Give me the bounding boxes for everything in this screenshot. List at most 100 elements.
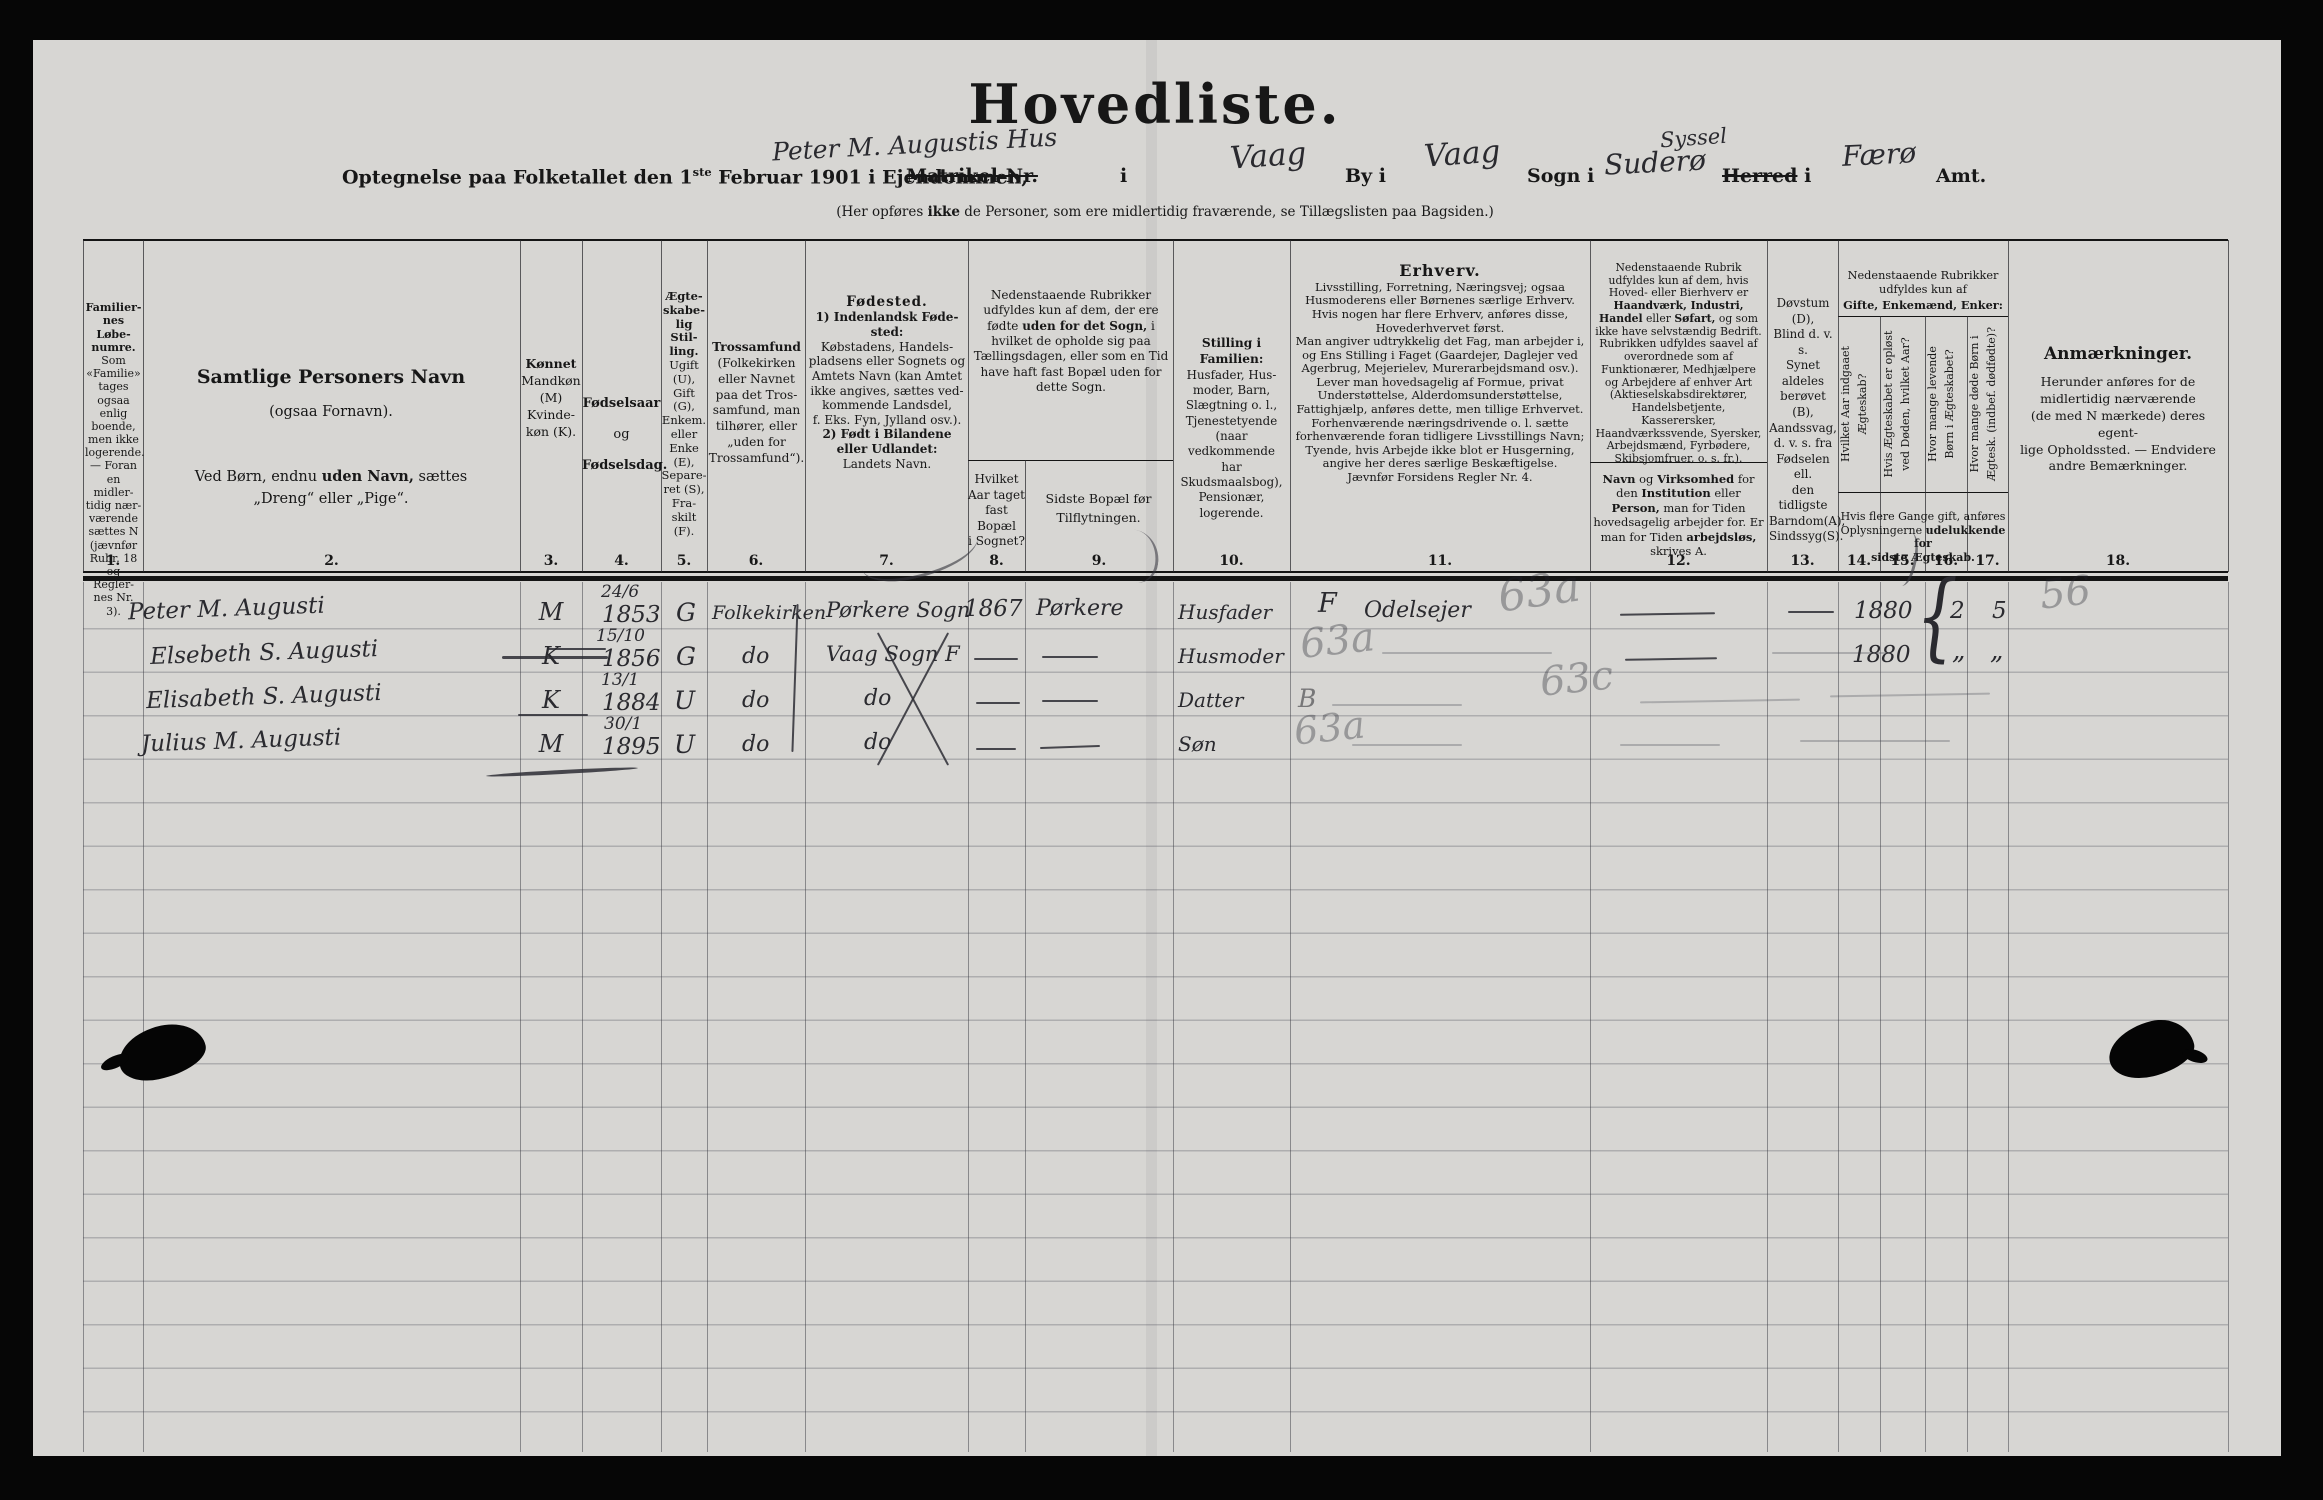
column-header-2-note: Ved Børn, endnu uden Navn, sættes „Dreng… xyxy=(150,444,512,510)
col6-head: Trossamfund xyxy=(712,340,801,354)
column-border xyxy=(661,582,662,1452)
col12-bot-8: man for Tiden hovedsagelig arbejder for.… xyxy=(1593,500,1764,544)
col1-body: Som «Familie» tages ogsaa enlig boende, … xyxy=(85,353,145,618)
col12-top-2: eller xyxy=(1642,311,1675,325)
column-header-15: Hvis Ægteskabet er opløst ved Døden, hvi… xyxy=(1882,330,1912,478)
header-note: (Her opføres ikke de Personer, som ere m… xyxy=(750,204,1580,220)
row-2-birthday: 15/10 xyxy=(596,626,645,646)
row-3-dash-col8 xyxy=(976,702,1020,704)
column-border xyxy=(83,582,84,1452)
subtitle-text-2: Februar 1901 i Ejendommen, xyxy=(711,166,1029,189)
column-header-11: Erhverv. Livsstilling, Forretning, Nærin… xyxy=(1294,261,1586,484)
group89-divider xyxy=(968,460,1173,461)
row-2-children-living: „ xyxy=(1952,636,1966,666)
row-1-sex: M xyxy=(538,598,564,626)
col12-bot-6: eller xyxy=(1710,486,1741,501)
col2-note-2: sættes „Dreng“ eller „Pige“. xyxy=(253,468,468,507)
row-2-pencil-dash-a xyxy=(1382,652,1552,654)
fold-line xyxy=(1146,40,1157,1456)
column-header-9: Sidste Bopæl før Tilflytningen. xyxy=(1045,491,1152,525)
col-number-13: 13. xyxy=(1790,553,1815,569)
column-border xyxy=(1590,240,1591,572)
col12-top-bold2: Søfart, xyxy=(1674,311,1716,325)
note1417-bold: udelukkende for sidste Ægteskab. xyxy=(1871,523,2006,565)
row-4-pencil-dash-a xyxy=(1352,744,1462,746)
column-border xyxy=(661,240,662,572)
col12-top-1: Nedenstaaende Rubrik udfyldes kun af dem… xyxy=(1608,261,1749,300)
row-4-marital: U xyxy=(674,730,696,759)
row-1-children-living: 2 xyxy=(1950,598,1965,624)
col-number-2: 2. xyxy=(324,553,339,569)
column-border xyxy=(1925,316,1926,572)
column-border xyxy=(83,240,84,572)
column-header-16: Hvor mange levende Børn i Ægteskabet? xyxy=(1926,346,1956,462)
col10-head: Stilling i Familien: xyxy=(1199,336,1264,366)
subtitle-herred-i: Herred i xyxy=(1722,165,1811,187)
note-2: de Personer, som ere midlertidig fravære… xyxy=(960,204,1494,220)
column-header-8-9-group: Nedenstaaende Rubrikker udfyldes kun af … xyxy=(972,288,1170,396)
row-2-family-position: Husmoder xyxy=(1178,644,1284,668)
column-header-13: Døvstum (D), Blind d. v. s. Synet aldele… xyxy=(1769,296,1846,544)
marriage-brace: { xyxy=(1916,560,1958,673)
row-3-birthplace: do xyxy=(864,686,892,711)
row-1-settled-year: 1867 xyxy=(964,596,1023,622)
row-1-occupation-initial: F xyxy=(1318,588,1337,619)
row-3-sex: K xyxy=(542,686,560,714)
row-1-dash-col13 xyxy=(1788,611,1834,613)
column-header-6: Trossamfund (Folkekirken eller Navnet pa… xyxy=(708,340,805,467)
col-number-9: 9. xyxy=(1091,553,1107,569)
group1417-top-divider xyxy=(1838,316,2008,317)
note-1: (Her opføres xyxy=(836,204,928,220)
paper-sheet xyxy=(33,40,2281,1456)
col-number-3: 3. xyxy=(543,553,559,569)
row-3-marital: U xyxy=(674,686,696,715)
column-header-14: Hvilket Aar indgaaet Ægteskab? xyxy=(1839,346,1869,462)
column-border xyxy=(1767,240,1768,572)
col-number-11: 11. xyxy=(1427,553,1453,569)
column-header-2-title: Samtlige Personers Navn xyxy=(196,366,466,388)
row-3-occupation-initial: B xyxy=(1298,684,1317,713)
column-border xyxy=(2228,240,2229,572)
col-number-12: 12. xyxy=(1666,553,1691,569)
column-border xyxy=(1880,316,1881,572)
col2-note-bold: uden Navn, xyxy=(321,467,414,485)
row-3-family-position: Datter xyxy=(1178,688,1244,712)
col4-line3: Fødselsdag. xyxy=(582,458,668,474)
note1417-text: Hvis flere Gange gift, anføres Oplysning… xyxy=(1840,509,2006,537)
row-4-dash-col8 xyxy=(976,748,1016,750)
col18-body: Herunder anføres for de midlertidig nærv… xyxy=(2020,374,2216,474)
row-1-birthyear: 1853 xyxy=(602,602,661,628)
col7-sub3: 2) Født i Bilandene eller Udlandet: xyxy=(822,427,952,457)
col4-line2: og xyxy=(613,427,630,443)
col12-bot-2: og xyxy=(1635,472,1658,486)
row-1-pencil-note: 56 xyxy=(2037,567,2094,619)
column-border xyxy=(1767,582,1768,1452)
column-border xyxy=(805,240,806,572)
column-header-14-17-note: Hvis flere Gange gift, anføres Oplysning… xyxy=(1840,496,2006,565)
col-number-4: 4. xyxy=(614,553,629,569)
subtitle-left: Optegnelse paa Folketallet den 1ste Febr… xyxy=(342,165,1028,188)
col12-bot-7: Person, xyxy=(1611,500,1660,515)
col-number-6: 6. xyxy=(748,553,764,569)
row-3-birthyear: 1884 xyxy=(602,690,661,716)
row-4-birthyear: 1895 xyxy=(602,734,661,760)
header-thin-rule xyxy=(83,571,2228,573)
col-number-8: 8. xyxy=(989,553,1004,569)
column-border xyxy=(1838,582,1839,1452)
row-4-pencil-dash-b xyxy=(1620,744,1720,746)
column-header-2-sub: (ogsaa Fornavn). xyxy=(269,404,393,420)
col5-head: Ægte- skabe- lig Stil- ling. xyxy=(662,289,706,359)
column-border xyxy=(1025,582,1026,1452)
amt-label: Amt. xyxy=(1936,165,1987,187)
group89-text-2: i hvilket de opholde sig paa Tællingsdag… xyxy=(973,318,1169,395)
row-1-family-position: Husfader xyxy=(1178,600,1273,624)
column-border xyxy=(1838,240,1839,572)
handwritten-by-1: Vaag xyxy=(1228,135,1308,177)
handwritten-amt: Færø xyxy=(1841,136,1917,173)
col-number-16: 16. xyxy=(1933,553,1959,569)
col12-bot-1: Navn xyxy=(1602,472,1636,486)
row-2-marriage-year: 1880 xyxy=(1852,642,1911,668)
column-border xyxy=(707,240,708,572)
column-border xyxy=(2008,582,2009,1452)
column-border xyxy=(968,582,969,1452)
